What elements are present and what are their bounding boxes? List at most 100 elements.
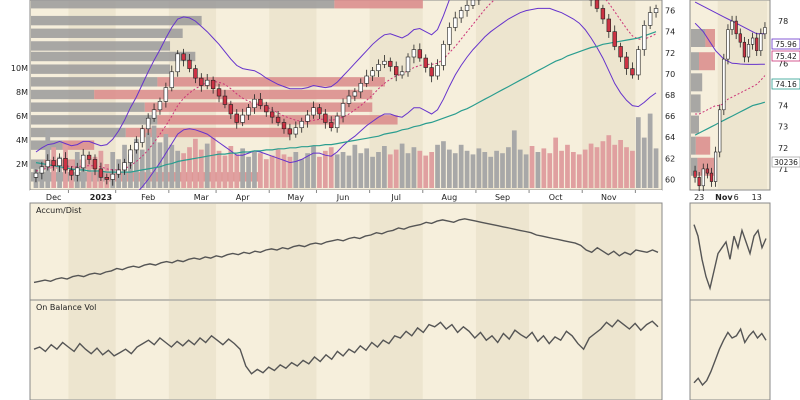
month-band bbox=[582, 301, 636, 399]
candlesticks bbox=[33, 0, 659, 186]
candle-body bbox=[382, 60, 387, 65]
candle-body bbox=[594, 0, 600, 9]
candle-body bbox=[417, 49, 423, 59]
volume-bar bbox=[228, 146, 234, 188]
volume-bar bbox=[423, 155, 429, 188]
vbp-bar-down bbox=[94, 89, 373, 100]
candle-body bbox=[281, 122, 287, 130]
volume-bar bbox=[198, 149, 204, 188]
inset-overlays bbox=[694, 1, 766, 136]
candle-body bbox=[104, 177, 110, 180]
candle-body bbox=[370, 70, 375, 77]
month-band bbox=[369, 301, 423, 399]
price-tick-label: 60 bbox=[665, 175, 675, 184]
volume-bar bbox=[565, 144, 570, 188]
vbp-bar-down bbox=[157, 77, 385, 87]
accum-dist-bg bbox=[29, 202, 663, 301]
volume-bar bbox=[441, 141, 446, 188]
candle-body bbox=[63, 158, 68, 171]
vbp-bar-up bbox=[31, 102, 145, 112]
candle-body bbox=[175, 53, 180, 73]
volume-bar bbox=[399, 143, 405, 188]
volume-tick-label: 10M bbox=[11, 64, 28, 73]
vbp-bar-up bbox=[31, 41, 171, 51]
vbp-bar-up bbox=[31, 89, 95, 100]
volume-bar bbox=[246, 156, 251, 188]
sma-long-line bbox=[35, 31, 657, 173]
volume-bar bbox=[157, 142, 163, 188]
volume-bar bbox=[346, 155, 352, 188]
inset-date-label: Nov bbox=[715, 193, 733, 202]
candle-body bbox=[193, 68, 198, 79]
vbp-bar-up bbox=[31, 15, 202, 26]
month-label: Sep bbox=[495, 193, 510, 202]
volume-bar bbox=[187, 147, 192, 188]
volume-bar bbox=[523, 154, 529, 188]
inset-price-tick: 71 bbox=[778, 165, 788, 174]
candle-body bbox=[240, 114, 245, 123]
candle-body bbox=[653, 8, 659, 13]
inset-sma-long bbox=[694, 101, 766, 136]
candle-body bbox=[51, 160, 56, 167]
price-tick-label: 74 bbox=[665, 28, 675, 37]
volume-bar bbox=[553, 137, 559, 188]
inset-price-tick: 72 bbox=[778, 144, 788, 153]
volume-bar bbox=[435, 144, 440, 188]
obv-panel: On Balance Vol bbox=[29, 299, 663, 400]
candle-body bbox=[205, 79, 210, 86]
volume-bar bbox=[464, 150, 470, 188]
inset-price-labels: 75.96 75.42 74.16 30236 bbox=[771, 38, 800, 168]
candle-body bbox=[399, 71, 405, 76]
volume-bar bbox=[263, 159, 269, 188]
inset-vbp-down bbox=[695, 136, 711, 155]
inset-price-tick: 78 bbox=[778, 17, 788, 26]
inset-price-label: 75.42 bbox=[775, 52, 797, 61]
inset-candle-body bbox=[759, 33, 763, 51]
volume-bar bbox=[210, 137, 216, 188]
candle-body bbox=[128, 149, 133, 163]
candle-body bbox=[145, 117, 151, 130]
volume-bar bbox=[571, 152, 576, 188]
vbp-bar-up bbox=[31, 77, 158, 87]
vbp-bar-down bbox=[43, 159, 95, 169]
inset-candle-body bbox=[742, 41, 747, 58]
inset-candle-body bbox=[697, 177, 701, 187]
accum-dist-panel: Accum/Dist bbox=[29, 202, 663, 301]
candle-body bbox=[464, 4, 470, 11]
inset-candle-body bbox=[755, 37, 759, 51]
candle-body bbox=[210, 79, 216, 89]
candle-body bbox=[411, 49, 417, 58]
candle-body bbox=[317, 107, 322, 115]
volume-tick-label: 6M bbox=[16, 112, 28, 121]
candle-body bbox=[334, 115, 340, 129]
vbp-bar-up bbox=[31, 0, 335, 9]
candle-body bbox=[618, 46, 623, 58]
obv-line bbox=[33, 319, 659, 375]
price-axis-right: 60 62 64 66 68 70 72 74 76 bbox=[665, 7, 675, 185]
candle-body bbox=[222, 95, 228, 105]
volume-bar bbox=[193, 138, 198, 188]
volume-bar bbox=[364, 148, 370, 188]
candle-body bbox=[199, 77, 204, 86]
volume-bar bbox=[588, 143, 594, 188]
candle-body bbox=[258, 98, 263, 106]
volume-tick-label: 4M bbox=[16, 136, 28, 145]
vbp-bar-up bbox=[31, 159, 44, 169]
inset-date-label: 13 bbox=[752, 193, 762, 202]
inset-volume-by-price bbox=[691, 29, 715, 176]
inset-vbp-up bbox=[691, 157, 698, 176]
candle-body bbox=[287, 128, 293, 135]
inset-date-axis: 23 Nov 6 13 bbox=[694, 193, 762, 202]
candle-body bbox=[151, 109, 157, 119]
volume-bar bbox=[287, 156, 293, 188]
volume-tick-label: 2M bbox=[16, 160, 28, 169]
inset-candle-body bbox=[701, 168, 705, 187]
volume-bar bbox=[204, 143, 210, 188]
accum-dist-line bbox=[33, 218, 659, 284]
obv-title: On Balance Vol bbox=[36, 303, 96, 312]
inset-candle-body bbox=[718, 109, 722, 153]
volume-bar bbox=[529, 146, 535, 188]
volume-bar bbox=[470, 154, 476, 188]
volume-bar bbox=[128, 154, 133, 188]
